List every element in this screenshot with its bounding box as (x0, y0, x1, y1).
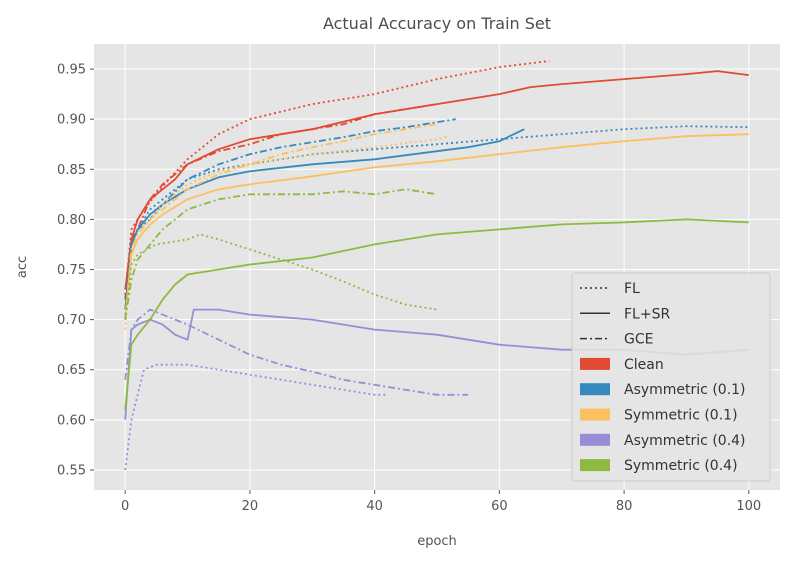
legend-color-swatch (580, 383, 610, 396)
series-line-asymmetric-0-1-gce (124, 118, 456, 320)
y-ticks: 0.55 0.60 0.65 0.70 0.75 0.80 0.85 0.90 0.95 (57, 63, 94, 478)
y-axis-label: acc (15, 256, 30, 278)
legend-color-swatch (580, 433, 610, 446)
legend-label: FL+SR (624, 306, 670, 322)
x-tick-label: 80 (616, 499, 633, 514)
x-tick-label: 20 (242, 499, 259, 514)
legend-label: Clean (624, 357, 664, 373)
series-line-asymmetric-0-4-fl (124, 363, 388, 471)
x-tick-label: 0 (121, 499, 129, 514)
legend-label: Symmetric (0.1) (624, 408, 738, 424)
series-line-clean-gce (124, 103, 438, 300)
x-axis-label: epoch (417, 534, 457, 549)
y-tick-label: 0.70 (57, 313, 86, 328)
series-line-clean-fl (124, 60, 550, 295)
x-tick-label: 40 (366, 499, 383, 514)
y-tick-label: 0.55 (57, 463, 86, 478)
y-tick-label: 0.60 (57, 413, 86, 428)
y-tick-label: 0.80 (57, 213, 86, 228)
legend-label: Asymmetric (0.1) (624, 382, 746, 398)
y-tick-label: 0.65 (57, 363, 86, 378)
legend-label: GCE (624, 332, 653, 348)
legend-color-swatch (580, 357, 610, 370)
y-tick-label: 0.95 (57, 63, 86, 78)
legend-label: Symmetric (0.4) (624, 458, 738, 474)
series-line-symmetric-0-4-gce (124, 188, 438, 320)
legend-label: FL (624, 281, 640, 297)
chart-title: Actual Accuracy on Train Set (323, 14, 551, 33)
series-line-symmetric-0-1-fl-sr (124, 133, 749, 320)
series-line-symmetric-0-4-fl (124, 233, 438, 320)
y-tick-label: 0.90 (57, 113, 86, 128)
x-tick-label: 60 (491, 499, 508, 514)
series-line-symmetric-0-4-fl-sr (124, 218, 749, 410)
x-ticks: 0 20 40 60 80 100 (121, 490, 761, 514)
series-line-symmetric-0-1-gce (124, 123, 438, 320)
y-tick-label: 0.75 (57, 263, 86, 278)
y-tick-label: 0.85 (57, 163, 86, 178)
legend: FL FL+SR GCE Clean Asymmetric (0.1) Symmetric… (571, 272, 771, 482)
legend-color-swatch (580, 408, 610, 421)
legend-label: Asymmetric (0.4) (624, 433, 746, 449)
legend-color-swatch (580, 459, 610, 472)
x-tick-label: 100 (736, 499, 761, 514)
legend-box (571, 272, 771, 482)
series-lines (124, 60, 749, 471)
